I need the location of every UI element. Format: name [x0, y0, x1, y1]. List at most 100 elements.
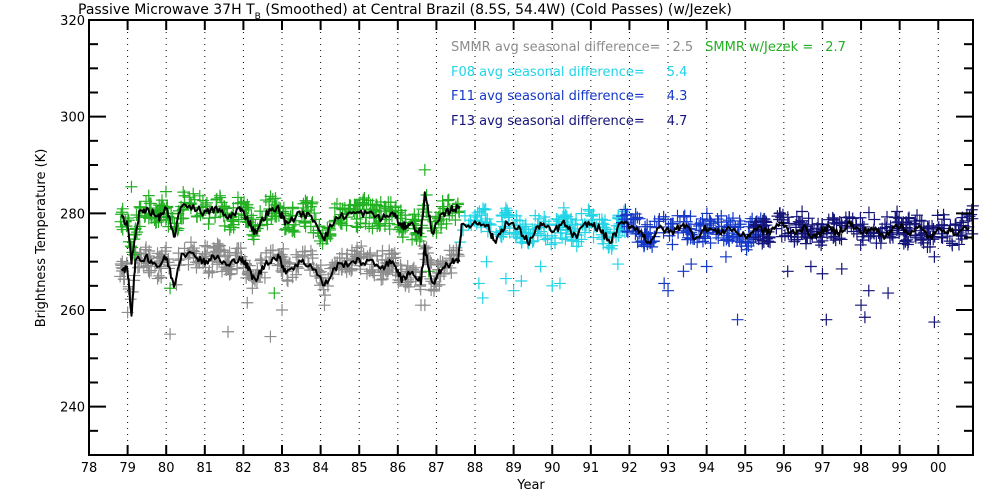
data-point: [177, 186, 190, 199]
data-point: [116, 223, 129, 236]
data-point: [162, 220, 175, 233]
data-point: [269, 192, 282, 205]
data-point: [418, 163, 431, 176]
data-point: [826, 211, 839, 224]
data-point: [227, 218, 240, 231]
data-point: [114, 257, 127, 270]
data-point: [946, 237, 959, 250]
data-point: [721, 231, 734, 244]
data-point: [424, 258, 437, 271]
data-point: [443, 244, 456, 257]
data-point: [891, 205, 904, 218]
data-point: [201, 240, 214, 253]
x-tick-label: 92: [621, 461, 638, 476]
data-point: [538, 211, 551, 224]
data-point: [690, 218, 703, 231]
data-point: [283, 256, 296, 269]
data-point: [936, 231, 949, 244]
data-point: [152, 269, 165, 282]
data-point: [854, 211, 867, 224]
smoothed-line: [456, 219, 970, 264]
data-point: [720, 215, 733, 228]
data-point: [700, 207, 713, 220]
data-point: [677, 265, 690, 278]
data-point: [480, 255, 493, 268]
data-point: [858, 311, 871, 324]
x-tick-label: 95: [737, 461, 754, 476]
data-point: [218, 219, 231, 232]
data-point: [704, 237, 717, 250]
data-point: [955, 216, 968, 229]
data-point: [353, 196, 366, 209]
data-point: [221, 325, 234, 338]
data-point: [299, 194, 312, 207]
data-point: [336, 247, 349, 260]
data-point: [116, 202, 129, 215]
data-point: [685, 258, 698, 271]
data-point: [820, 313, 833, 326]
data-point: [379, 202, 392, 215]
annotations: SMMR avg seasonal difference= 2.5 SMMR w/J…: [451, 40, 846, 129]
data-point: [718, 224, 731, 237]
data-point: [734, 218, 747, 231]
data-point: [629, 207, 642, 220]
data-point: [659, 213, 672, 226]
data-point: [902, 236, 915, 249]
grid-lines: [127, 20, 939, 455]
data-point: [408, 208, 421, 221]
data-point: [804, 260, 817, 273]
data-point: [445, 267, 458, 280]
data-point: [348, 248, 361, 261]
data-point: [362, 194, 375, 207]
data-point: [546, 279, 559, 292]
data-point: [507, 284, 520, 297]
data-point: [570, 240, 583, 253]
data-point: [193, 189, 206, 202]
data-point: [595, 213, 608, 226]
data-point: [662, 284, 675, 297]
x-tick-label: 98: [853, 461, 870, 476]
data-point: [160, 241, 173, 254]
annotation-f13-value: 4.7: [667, 114, 688, 129]
data-point: [268, 287, 281, 300]
data-series: [114, 163, 979, 343]
data-point: [213, 189, 226, 202]
data-point: [318, 289, 331, 302]
data-point: [481, 225, 494, 238]
data-point: [206, 266, 219, 279]
data-point: [373, 219, 386, 232]
data-point: [196, 194, 209, 207]
data-point: [290, 248, 303, 261]
data-point: [234, 196, 247, 209]
x-tick-label: 96: [776, 461, 793, 476]
annotation-f08-value: 5.4: [667, 65, 688, 80]
x-tick-label: 99: [891, 461, 908, 476]
data-point: [185, 236, 198, 249]
data-point: [224, 221, 237, 234]
data-point: [340, 265, 353, 278]
data-point: [479, 203, 492, 216]
data-point: [221, 249, 234, 262]
data-point: [418, 299, 431, 312]
data-point: [611, 258, 624, 271]
data-point: [340, 219, 353, 232]
data-point: [722, 234, 735, 247]
data-point: [726, 212, 739, 225]
data-point: [286, 271, 299, 284]
data-point: [255, 253, 268, 266]
data-point: [304, 244, 317, 257]
data-point: [308, 207, 321, 220]
data-point: [938, 213, 951, 226]
x-tick-label: 94: [698, 461, 715, 476]
y-tick-label: 240: [60, 401, 85, 416]
data-point: [515, 275, 528, 287]
data-point: [363, 265, 376, 278]
data-point: [928, 316, 941, 329]
data-point: [503, 209, 516, 222]
data-point: [296, 245, 309, 258]
data-point: [641, 226, 654, 239]
data-point: [551, 213, 564, 226]
chart-title: Passive Microwave 37H TB (Smoothed) at C…: [78, 2, 732, 22]
data-point: [816, 234, 829, 247]
data-point: [264, 244, 277, 257]
